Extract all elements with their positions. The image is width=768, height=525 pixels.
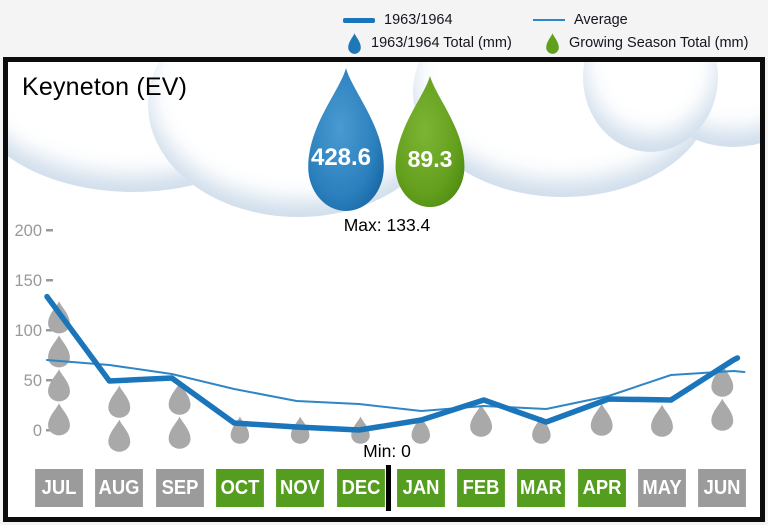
min-annotation: Min: 0 [363, 441, 411, 461]
y-axis-tick-mark [46, 379, 53, 382]
raindrop-icon [711, 364, 734, 397]
month-box-oct[interactable]: OCT [215, 469, 264, 507]
raindrop-icon [48, 335, 70, 368]
month-box-jul[interactable]: JUL [35, 469, 83, 507]
green-droplet-icon [546, 32, 559, 54]
legend-item-growing-total[interactable]: Growing Season Total (mm) [545, 32, 748, 54]
month-box-dec[interactable]: DEC [336, 469, 385, 507]
season-total-droplet [308, 68, 384, 211]
season-divider [386, 465, 391, 511]
raindrop-icon [108, 419, 131, 452]
month-box-apr[interactable]: APR [577, 469, 626, 507]
legend-label: Average [574, 12, 628, 28]
season-line [44, 293, 741, 433]
month-box-mar[interactable]: MAR [517, 469, 566, 507]
legend-item-average[interactable]: Average [533, 9, 628, 31]
thin-line-swatch-icon [533, 19, 565, 21]
average-line [46, 359, 746, 412]
blue-droplet-icon [348, 32, 361, 54]
y-axis-tick-mark [46, 279, 53, 282]
max-annotation: Max: 133.4 [343, 215, 431, 235]
rainfall-line-chart: 0 50 100 150 200 [14, 222, 746, 452]
raindrop-icon [48, 369, 70, 402]
raindrop-icon [532, 416, 551, 444]
total-droplets-graphic [308, 68, 465, 211]
month-box-jan[interactable]: JAN [396, 469, 445, 507]
raindrop-icon [470, 404, 493, 437]
raindrop-icon [48, 403, 70, 436]
chart-legend: 1963/1964 Average 1963/1964 Total (mm) G… [0, 0, 768, 57]
legend-item-season-total[interactable]: 1963/1964 Total (mm) [347, 32, 512, 54]
raindrop-icon [230, 416, 250, 444]
month-box-sep[interactable]: SEP [155, 469, 204, 507]
raindrop-icon [711, 398, 734, 431]
y-axis-tick-label: 150 [14, 272, 42, 290]
raindrop-icon [290, 416, 310, 444]
raindrop-icon [168, 382, 191, 415]
legend-item-1963-1964[interactable]: 1963/1964 [343, 9, 453, 31]
month-box-nov[interactable]: NOV [276, 469, 325, 507]
raindrop-icon [590, 403, 613, 436]
month-box-aug[interactable]: AUG [95, 469, 144, 507]
page-title: Keyneton (EV) [22, 73, 188, 101]
month-row: JUL AUG SEP OCT NOV DEC JAN FEB MAR APR MAY JUN [8, 465, 760, 515]
season-total-value: 428.6 [310, 144, 372, 171]
thick-line-swatch-icon [343, 17, 375, 23]
growing-season-droplet [395, 75, 465, 208]
y-axis-tick-label: 100 [14, 322, 42, 340]
y-axis-tick-label: 200 [14, 222, 42, 240]
y-axis-tick-label: 50 [24, 372, 42, 390]
raindrop-icon [168, 416, 191, 449]
month-box-feb[interactable]: FEB [457, 469, 506, 507]
month-box-jun[interactable]: JUN [698, 469, 747, 507]
growing-total-value: 89.3 [407, 146, 453, 172]
raindrop-icon [651, 404, 673, 437]
y-axis-tick-label: 0 [33, 422, 42, 440]
y-axis-tick-mark [46, 229, 53, 232]
legend-label: 1963/1964 Total (mm) [371, 35, 512, 51]
legend-label: Growing Season Total (mm) [569, 35, 749, 51]
legend-label: 1963/1964 [384, 12, 453, 28]
raindrop-icon [411, 416, 431, 444]
station-panel: Keyneton (EV) 428.6 89.3 Max: 133.4 Min:… [3, 57, 765, 522]
month-box-may[interactable]: MAY [638, 469, 686, 507]
raindrop-icon [108, 385, 131, 418]
y-axis-tick-mark [46, 329, 53, 332]
